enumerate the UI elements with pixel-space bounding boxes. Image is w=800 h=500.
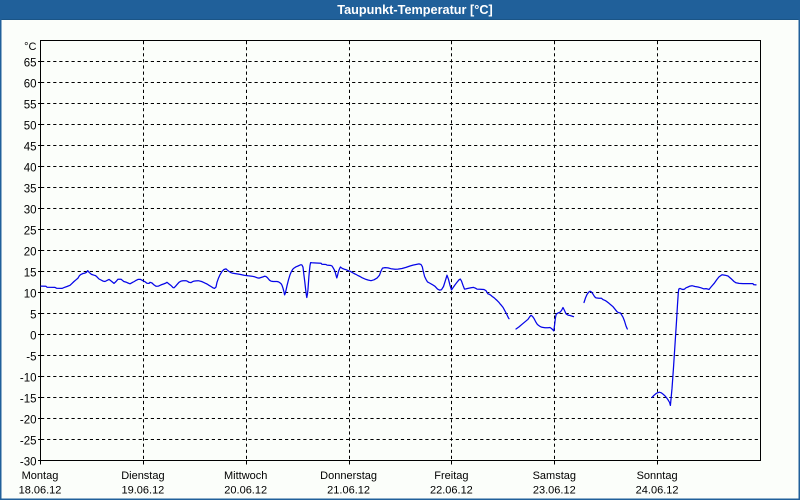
svg-text:22.06.12: 22.06.12: [430, 485, 473, 497]
svg-text:30: 30: [24, 205, 37, 217]
svg-text:Dienstag: Dienstag: [121, 470, 164, 482]
svg-text:19.06.12: 19.06.12: [121, 485, 164, 497]
svg-text:65: 65: [24, 58, 37, 70]
svg-text:20: 20: [24, 247, 37, 259]
svg-text:Freitag: Freitag: [434, 470, 468, 482]
svg-text:Mittwoch: Mittwoch: [224, 470, 267, 482]
svg-text:15: 15: [24, 268, 37, 280]
svg-text:10: 10: [24, 289, 37, 301]
svg-text:Taupunkt-Temperatur [°C]: Taupunkt-Temperatur [°C]: [337, 3, 492, 17]
svg-text:40: 40: [24, 163, 37, 175]
svg-text:45: 45: [24, 142, 37, 154]
svg-text:-25: -25: [20, 436, 37, 448]
svg-text:Samstag: Samstag: [533, 470, 576, 482]
svg-text:24.06.12: 24.06.12: [636, 485, 679, 497]
svg-text:25: 25: [24, 226, 37, 238]
svg-text:Sonntag: Sonntag: [637, 470, 678, 482]
svg-text:18.06.12: 18.06.12: [19, 485, 62, 497]
svg-text:50: 50: [24, 121, 37, 133]
svg-text:-5: -5: [26, 352, 36, 364]
svg-text:5: 5: [30, 310, 36, 322]
svg-text:0: 0: [30, 331, 36, 343]
svg-text:55: 55: [24, 100, 37, 112]
svg-text:35: 35: [24, 184, 37, 196]
svg-text:-10: -10: [20, 373, 37, 385]
svg-text:20.06.12: 20.06.12: [224, 485, 267, 497]
svg-text:Donnerstag: Donnerstag: [320, 470, 377, 482]
svg-text:23.06.12: 23.06.12: [533, 485, 576, 497]
svg-text:Montag: Montag: [22, 470, 59, 482]
svg-text:-30: -30: [20, 457, 37, 469]
svg-text:-15: -15: [20, 394, 37, 406]
svg-text:-20: -20: [20, 415, 37, 427]
svg-text:60: 60: [24, 79, 37, 91]
svg-text:21.06.12: 21.06.12: [327, 485, 370, 497]
svg-text:°C: °C: [24, 41, 36, 53]
